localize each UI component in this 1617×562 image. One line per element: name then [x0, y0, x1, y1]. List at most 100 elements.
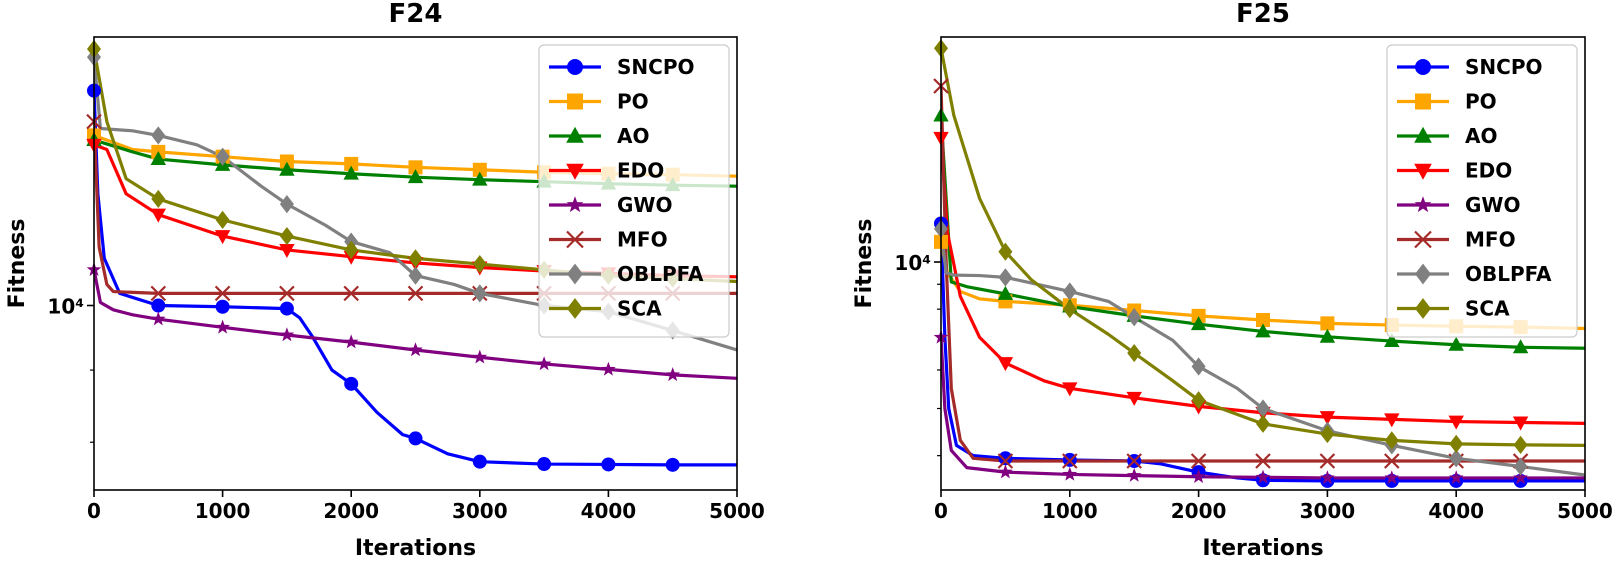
data-marker [214, 285, 231, 302]
data-marker [151, 189, 166, 209]
data-marker [1449, 434, 1464, 453]
legend-item: AO [549, 124, 649, 148]
data-marker [567, 93, 583, 110]
legend-label: GWO [617, 193, 672, 217]
data-marker [279, 195, 294, 214]
data-marker [1126, 453, 1142, 469]
x-tick-label: 1000 [1042, 499, 1098, 523]
data-marker [1384, 431, 1399, 450]
data-marker [1512, 339, 1529, 354]
chart-f24: F24 0 1000 2000 3000 4000 5000 10⁴ Iterations Fit… [5, 0, 765, 561]
data-marker [665, 367, 681, 382]
data-marker [1320, 424, 1335, 444]
data-marker [1449, 449, 1464, 468]
data-marker [1384, 453, 1400, 469]
data-marker [279, 226, 294, 246]
data-marker [997, 357, 1014, 372]
data-marker [1513, 457, 1528, 476]
data-marker [279, 161, 295, 176]
data-marker [472, 349, 488, 364]
legend-label: GWO [1465, 193, 1520, 217]
data-marker [567, 298, 583, 319]
data-marker [1320, 316, 1335, 331]
data-marker [1062, 466, 1078, 481]
x-tick-label: 0 [87, 499, 101, 523]
data-marker [150, 208, 166, 223]
data-marker [344, 376, 359, 391]
legend-label: OBLPFA [617, 262, 704, 286]
legend-label: OBLPFA [1465, 262, 1552, 286]
x-axis-label: Iterations [355, 536, 476, 561]
series-line-sncpo [941, 223, 1585, 483]
data-marker [997, 453, 1014, 469]
data-marker [1414, 230, 1432, 249]
data-marker [1415, 93, 1431, 110]
data-marker [1448, 470, 1464, 485]
series-line-gwo [94, 269, 737, 380]
data-marker [1384, 332, 1400, 347]
data-marker [601, 361, 616, 376]
data-marker [1319, 328, 1336, 343]
data-marker [279, 243, 295, 258]
data-marker [1255, 453, 1271, 469]
x-tick-label: 1000 [195, 499, 251, 523]
data-marker [344, 240, 359, 260]
data-marker [407, 169, 424, 184]
data-marker [1191, 308, 1206, 323]
series-markers-oblpfa [934, 219, 1528, 476]
data-marker [343, 165, 359, 180]
data-marker [151, 126, 166, 145]
data-marker [344, 156, 359, 171]
legend-item: GWO [1397, 193, 1520, 217]
data-marker [536, 356, 552, 371]
legend-item: OBLPFA [1397, 262, 1552, 286]
data-marker [279, 301, 294, 316]
data-marker [408, 249, 423, 268]
data-marker [343, 285, 359, 302]
x-tick-label: 2000 [323, 499, 379, 523]
data-marker [472, 254, 487, 274]
data-marker [1256, 313, 1270, 328]
data-marker [1415, 59, 1431, 75]
data-marker [1127, 343, 1142, 363]
chart-f25: F25 0 1000 2000 3000 4000 5000 10⁴ Iterations Fit… [852, 0, 1613, 561]
data-marker [1448, 336, 1464, 351]
legend-item: MFO [549, 228, 668, 252]
legend-item: SCA [1397, 297, 1510, 321]
data-marker [566, 230, 584, 249]
data-marker [472, 284, 487, 303]
y-tick-label: 10⁴ [47, 295, 84, 319]
legend-label: MFO [617, 228, 668, 252]
data-marker [1319, 411, 1336, 426]
x-tick-label: 4000 [581, 499, 637, 523]
legend-label: AO [1465, 124, 1497, 148]
legend-label: SNCPO [617, 55, 694, 79]
data-marker [1320, 470, 1335, 485]
legend: SNCPO PO AO EDO GWO MFO OBLPFA SCA [538, 44, 730, 338]
legend-item: EDO [1397, 159, 1512, 183]
legend-label: MFO [1465, 228, 1516, 252]
x-tick-label: 5000 [1557, 499, 1613, 523]
data-marker [1127, 308, 1142, 327]
legend-box [1386, 44, 1578, 338]
data-marker [1191, 469, 1206, 483]
legend-box [538, 44, 730, 338]
y-tick-label: 10⁴ [894, 251, 931, 275]
data-marker [1513, 470, 1528, 485]
legend-item: PO [549, 90, 649, 114]
data-marker [150, 311, 166, 326]
data-marker [1415, 298, 1431, 319]
data-marker [1062, 300, 1077, 319]
data-marker [1190, 453, 1207, 469]
legend-item: SCA [549, 297, 662, 321]
data-marker [1126, 467, 1142, 482]
series-line-sncpo [94, 90, 737, 467]
x-tick-label: 5000 [709, 499, 765, 523]
data-marker [1255, 469, 1271, 484]
data-marker [1191, 391, 1206, 410]
data-marker [1414, 196, 1432, 213]
legend-item: EDO [549, 159, 664, 183]
x-axis-label: Iterations [1202, 536, 1323, 561]
legend-item: GWO [549, 193, 672, 217]
